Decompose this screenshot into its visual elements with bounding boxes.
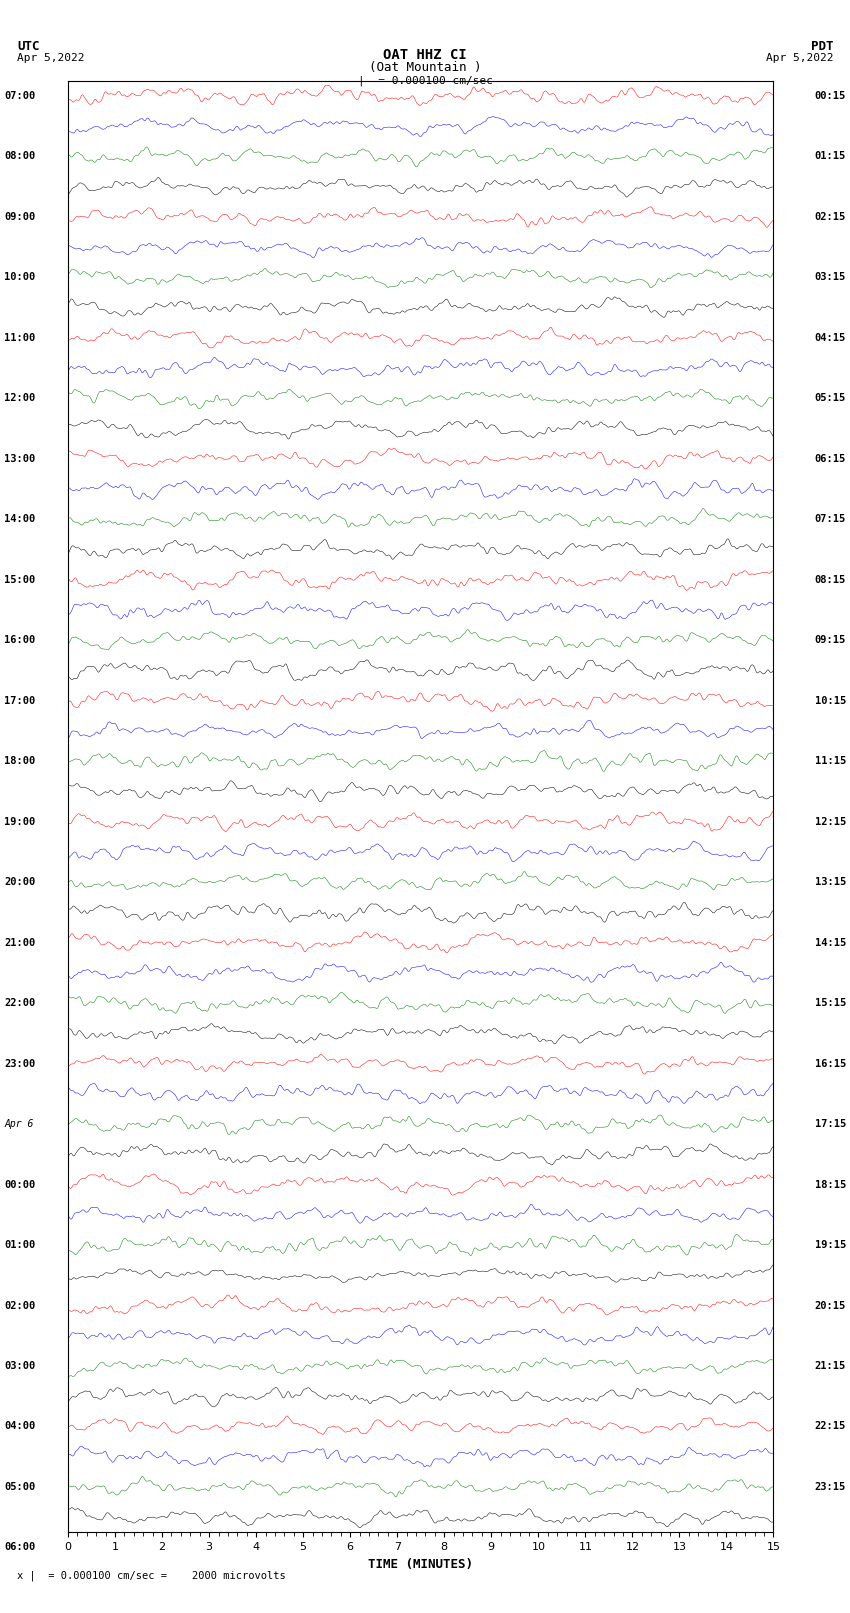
Text: 12:15: 12:15 — [814, 816, 846, 826]
Text: OAT HHZ CI: OAT HHZ CI — [383, 48, 467, 63]
Text: 19:15: 19:15 — [814, 1240, 846, 1250]
Text: 23:15: 23:15 — [814, 1482, 846, 1492]
Text: PDT: PDT — [811, 40, 833, 53]
Text: Apr 5,2022: Apr 5,2022 — [766, 53, 833, 63]
Text: 05:00: 05:00 — [4, 1482, 36, 1492]
Text: 14:00: 14:00 — [4, 515, 36, 524]
Text: x |  = 0.000100 cm/sec =    2000 microvolts: x | = 0.000100 cm/sec = 2000 microvolts — [17, 1569, 286, 1581]
Text: 19:00: 19:00 — [4, 816, 36, 826]
Text: 16:15: 16:15 — [814, 1058, 846, 1068]
Text: 06:15: 06:15 — [814, 453, 846, 463]
Text: 20:15: 20:15 — [814, 1300, 846, 1310]
Text: 07:15: 07:15 — [814, 515, 846, 524]
Text: 03:00: 03:00 — [4, 1361, 36, 1371]
Text: 17:15: 17:15 — [814, 1119, 846, 1129]
Text: 06:00: 06:00 — [4, 1542, 36, 1552]
Text: 01:15: 01:15 — [814, 152, 846, 161]
Text: 21:00: 21:00 — [4, 937, 36, 947]
Text: 18:00: 18:00 — [4, 756, 36, 766]
Text: 00:15: 00:15 — [814, 90, 846, 100]
Text: 05:15: 05:15 — [814, 394, 846, 403]
Text: 10:00: 10:00 — [4, 273, 36, 282]
Text: 09:15: 09:15 — [814, 636, 846, 645]
Text: 03:15: 03:15 — [814, 273, 846, 282]
Text: 15:15: 15:15 — [814, 998, 846, 1008]
Text: Apr 5,2022: Apr 5,2022 — [17, 53, 84, 63]
Text: 02:00: 02:00 — [4, 1300, 36, 1310]
Text: 23:00: 23:00 — [4, 1058, 36, 1068]
Text: 13:00: 13:00 — [4, 453, 36, 463]
Text: 01:00: 01:00 — [4, 1240, 36, 1250]
Text: Apr 6: Apr 6 — [4, 1119, 34, 1129]
Text: 16:00: 16:00 — [4, 636, 36, 645]
Text: 20:00: 20:00 — [4, 877, 36, 887]
Text: 02:15: 02:15 — [814, 211, 846, 221]
Text: 15:00: 15:00 — [4, 574, 36, 584]
Text: UTC: UTC — [17, 40, 39, 53]
Text: 07:00: 07:00 — [4, 90, 36, 100]
Text: 17:00: 17:00 — [4, 695, 36, 705]
Text: 11:00: 11:00 — [4, 332, 36, 342]
Text: 00:00: 00:00 — [4, 1179, 36, 1189]
Text: 21:15: 21:15 — [814, 1361, 846, 1371]
Text: 08:15: 08:15 — [814, 574, 846, 584]
Text: 13:15: 13:15 — [814, 877, 846, 887]
Text: 14:15: 14:15 — [814, 937, 846, 947]
Text: 09:00: 09:00 — [4, 211, 36, 221]
X-axis label: TIME (MINUTES): TIME (MINUTES) — [368, 1558, 473, 1571]
Text: 11:15: 11:15 — [814, 756, 846, 766]
Text: 22:00: 22:00 — [4, 998, 36, 1008]
Text: |  = 0.000100 cm/sec: | = 0.000100 cm/sec — [358, 76, 492, 87]
Text: 10:15: 10:15 — [814, 695, 846, 705]
Text: 04:00: 04:00 — [4, 1421, 36, 1431]
Text: 22:15: 22:15 — [814, 1421, 846, 1431]
Text: 12:00: 12:00 — [4, 394, 36, 403]
Text: (Oat Mountain ): (Oat Mountain ) — [369, 61, 481, 74]
Text: 18:15: 18:15 — [814, 1179, 846, 1189]
Text: 08:00: 08:00 — [4, 152, 36, 161]
Text: 04:15: 04:15 — [814, 332, 846, 342]
